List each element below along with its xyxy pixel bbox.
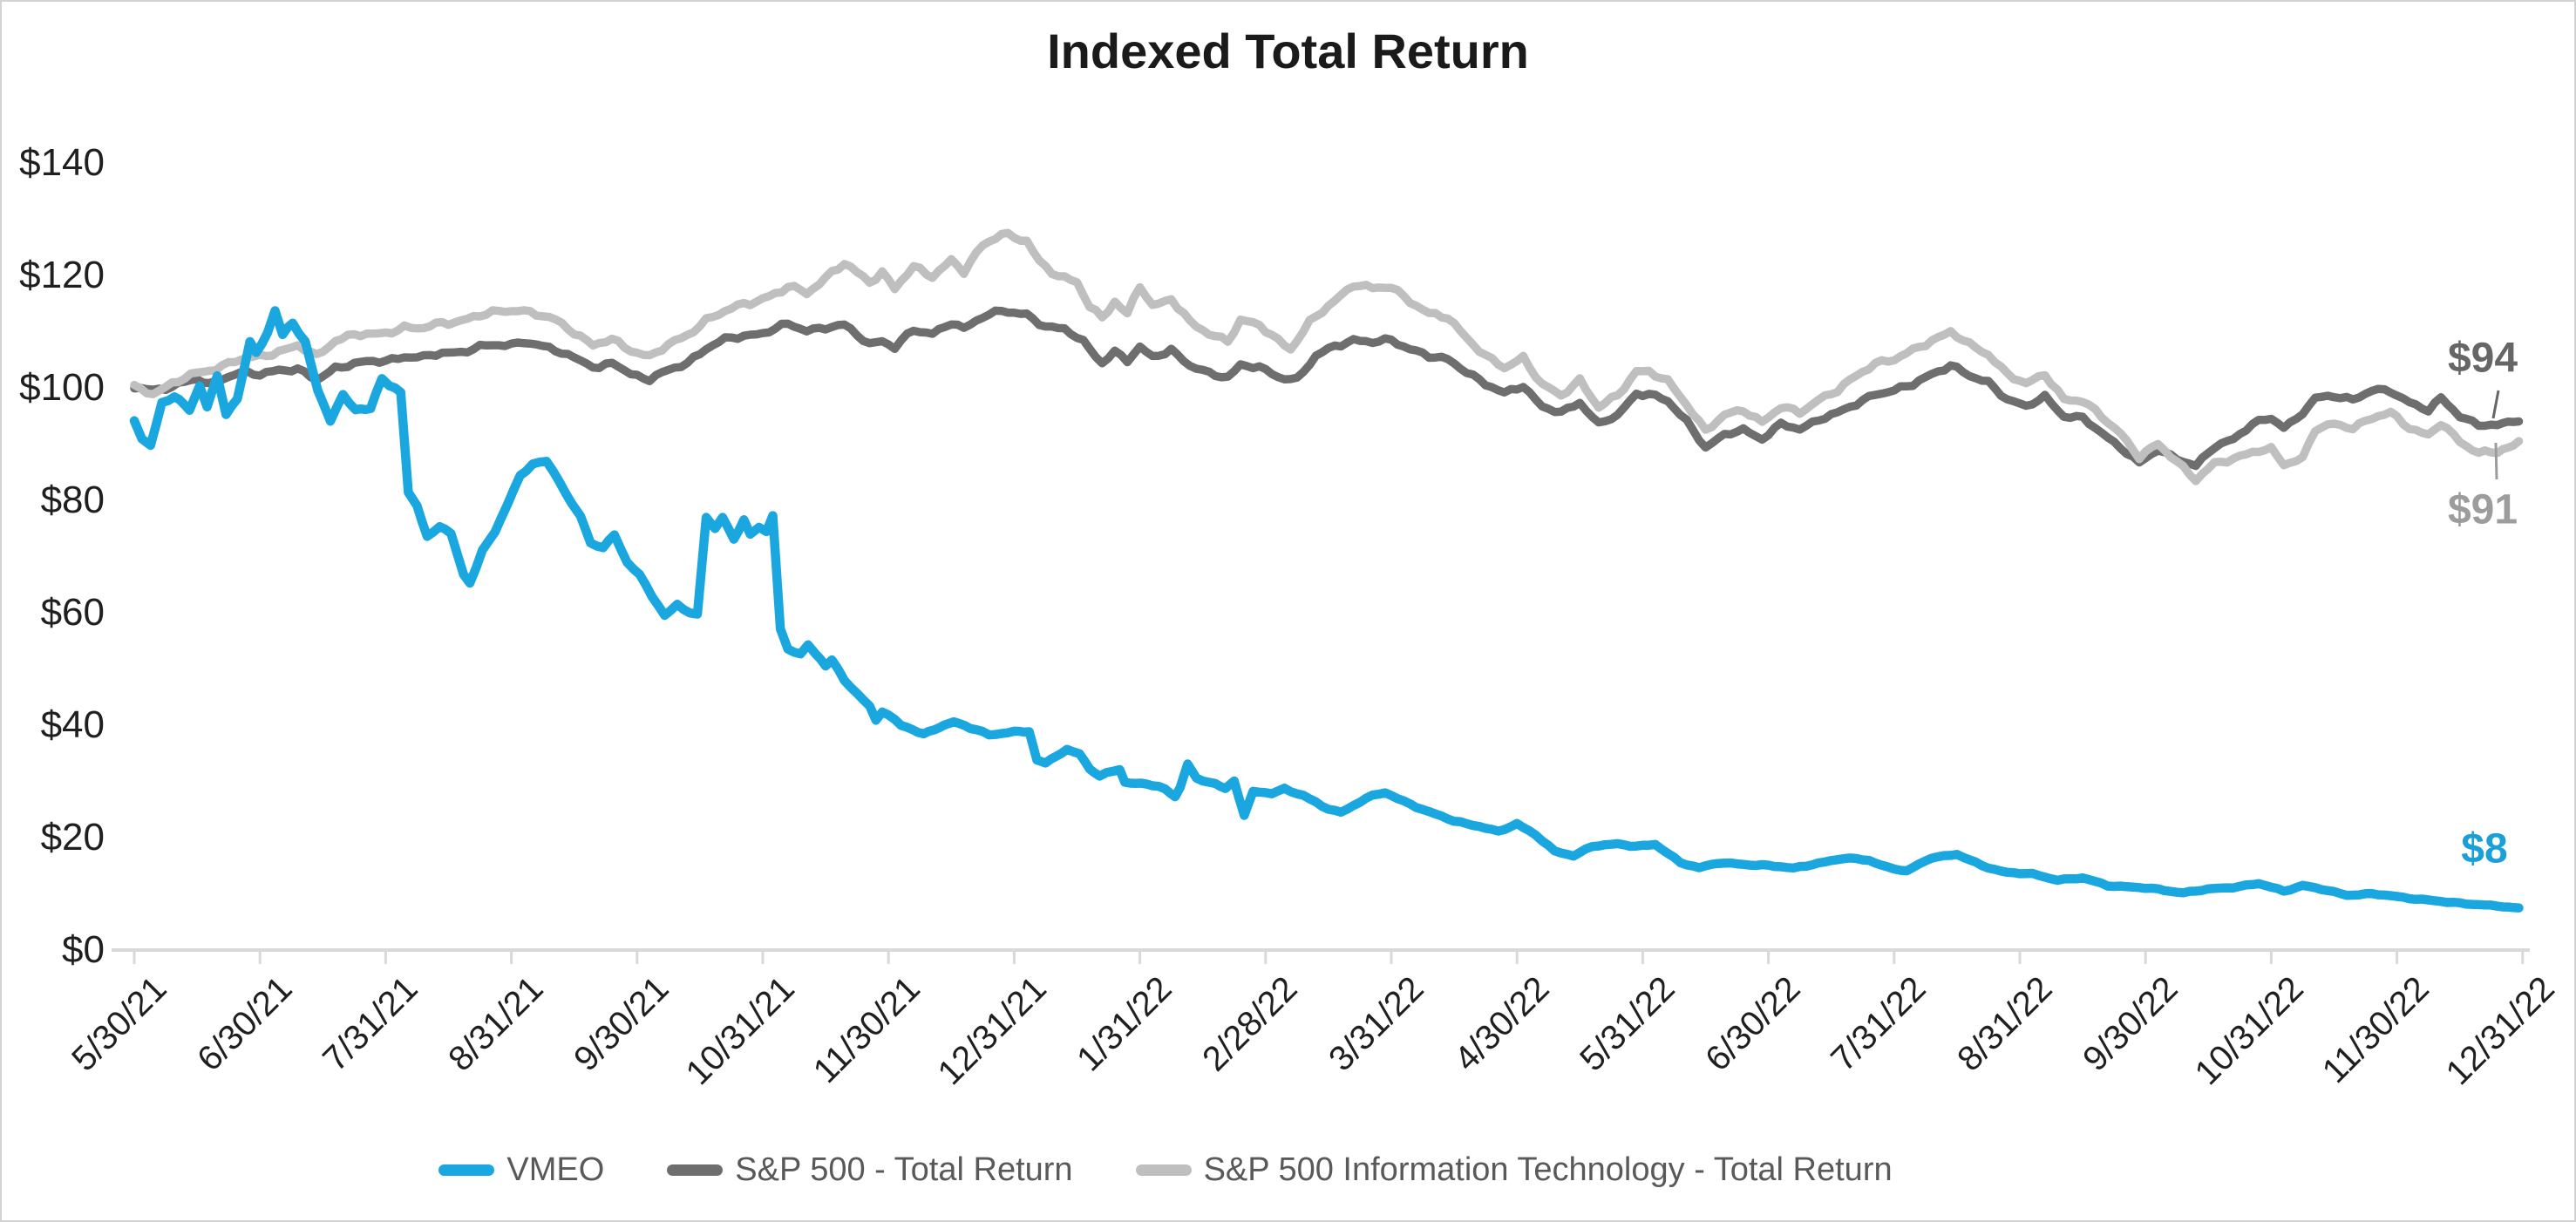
- y-tick-label: $20: [40, 815, 105, 859]
- end-label: $94: [2447, 335, 2518, 382]
- y-tick-label: $60: [40, 590, 105, 634]
- end-label-leader-line: [2491, 390, 2500, 419]
- legend-label: S&P 500 Information Technology - Total R…: [1203, 1151, 1893, 1188]
- legend-swatch-icon: [1135, 1164, 1192, 1176]
- legend-item-vmeo: VMEO: [438, 1151, 604, 1189]
- series-line-vmeo: [129, 306, 2524, 913]
- legend-swatch-icon: [667, 1164, 724, 1176]
- y-tick-label: $100: [19, 365, 105, 409]
- series-line-s-p-500-total-return: [130, 306, 2524, 471]
- legend-label: VMEO: [506, 1151, 605, 1188]
- end-label: $91: [2447, 486, 2518, 533]
- end-label: $8: [2461, 825, 2508, 872]
- legend: VMEO S&P 500 - Total Return S&P 500 Inform…: [150, 1138, 2181, 1201]
- y-tick-label: $0: [62, 928, 105, 971]
- legend-swatch-icon: [438, 1164, 495, 1176]
- end-label-leader-line: [2494, 442, 2498, 480]
- legend-label: S&P 500 - Total Return: [735, 1151, 1073, 1188]
- series-line-s-p-500-information-technology-total-return: [130, 228, 2524, 485]
- y-tick-label: $140: [19, 140, 105, 184]
- legend-item-s-p-500-information-technology-total-return: S&P 500 Information Technology - Total R…: [1135, 1151, 1893, 1189]
- chart-title: Indexed Total Return: [1047, 24, 1529, 78]
- y-tick-label: $80: [40, 478, 105, 521]
- y-tick-label: $120: [19, 253, 105, 296]
- y-tick-label: $40: [40, 703, 105, 746]
- legend-item-s-p-500-total-return: S&P 500 - Total Return: [667, 1151, 1073, 1189]
